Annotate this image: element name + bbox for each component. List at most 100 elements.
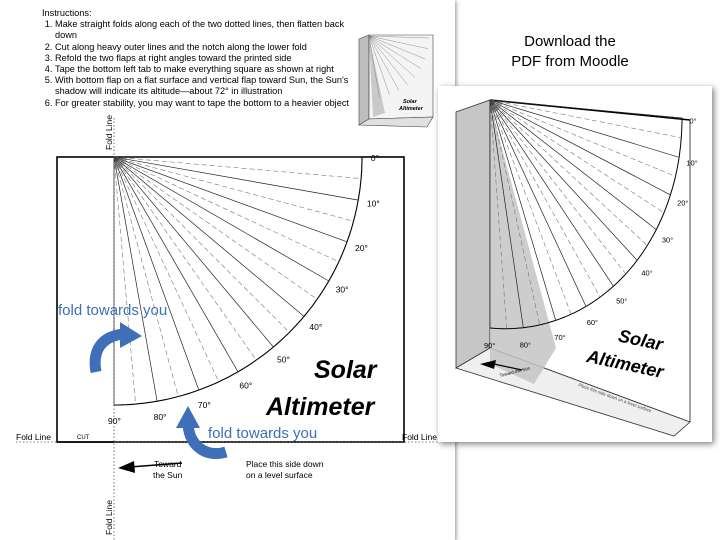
minor-ray-5 xyxy=(113,156,362,179)
minor-ray-65 xyxy=(489,99,572,315)
major-ray-30 xyxy=(489,99,657,230)
angle-label-30: 30° xyxy=(336,284,349,294)
angle-label-60: 60° xyxy=(239,381,252,391)
angle-label-80: 80° xyxy=(154,412,167,422)
title-altimeter: Altimeter xyxy=(266,393,375,421)
minor-ray-55 xyxy=(489,99,601,298)
major-ray-40 xyxy=(113,156,305,317)
minor-ray-25 xyxy=(489,99,665,213)
fold-arrow-left-head xyxy=(120,322,142,348)
major-ray-60 xyxy=(489,99,587,307)
toward-sun-line1: Toward xyxy=(153,459,182,469)
toward-sun-label: Toward the Sun xyxy=(153,459,182,481)
angle-label-90: 90° xyxy=(108,416,121,426)
thumb-ray-20 xyxy=(368,35,426,60)
thumb-base xyxy=(357,116,434,128)
template-drawing: 0° 10° 20° 30° 40° 50° 60° 70° 80° 90° xyxy=(16,118,440,540)
place-side-label: Place this side down on a level surface xyxy=(246,459,324,481)
download-note: Download the PDF from Moodle xyxy=(470,32,670,72)
fold-line-label-bottom: Fold Line xyxy=(104,500,114,535)
minor-ray-35 xyxy=(113,156,318,300)
cut-label: CUT xyxy=(77,435,90,441)
photo-angle-labels: 0° 10° 20° 30° 40° 50° 60° 70° 80° 90° xyxy=(484,116,698,350)
major-ray-80 xyxy=(489,99,524,328)
fold-line-label-left: Fold Line xyxy=(16,432,51,442)
angle-label-10: 10° xyxy=(367,199,380,209)
angle-label-50: 50° xyxy=(616,296,627,305)
major-ray-10 xyxy=(113,156,359,201)
thumb-ray-30 xyxy=(368,35,422,69)
instructions-heading: Instructions: xyxy=(42,8,92,18)
instruction-step: With bottom flap on a flat surface and v… xyxy=(55,75,362,97)
thumb-shadow xyxy=(369,37,385,117)
place-side-line1: Place this side down xyxy=(246,459,324,469)
thumb-title-line2: Altimeter xyxy=(398,106,424,112)
title-solar: Solar xyxy=(314,356,377,384)
thumb-ray-0 xyxy=(368,35,430,39)
thumb-ray-60 xyxy=(368,35,400,91)
assembled-thumbnail: Solar Altimeter xyxy=(357,34,434,128)
major-ray-0 xyxy=(489,99,683,119)
angle-label-40: 40° xyxy=(641,269,652,278)
download-line1: Download the xyxy=(524,33,616,50)
major-ray-20 xyxy=(489,99,671,196)
thumb-ray-50 xyxy=(368,35,408,85)
minor-ray-15 xyxy=(113,156,354,222)
minor-ray-85 xyxy=(113,156,136,405)
fold-arrow-bottom xyxy=(182,424,228,459)
instruction-step: For greater stability, you may want to t… xyxy=(55,98,362,109)
thumb-ray-80 xyxy=(368,35,380,98)
major-ray-50 xyxy=(113,156,274,348)
angle-label-50: 50° xyxy=(277,354,290,364)
fold-towards-you-label-1: fold towards you xyxy=(58,302,168,319)
thumb-ray-40 xyxy=(368,35,416,78)
photo-sun-arrow-head xyxy=(480,360,496,369)
minor-ray-85 xyxy=(489,99,507,329)
angle-label-20: 20° xyxy=(355,243,368,253)
angle-labels: 0° 10° 20° 30° 40° 50° 60° 70° 80° 90° xyxy=(108,153,380,426)
angle-label-30: 30° xyxy=(662,236,673,245)
minor-ray-75 xyxy=(113,156,179,397)
side-flap xyxy=(455,99,491,369)
major-ray-70 xyxy=(113,156,200,391)
angle-label-0: 0° xyxy=(371,153,379,163)
major-ray-60 xyxy=(113,156,239,372)
fold-arrow-left xyxy=(89,328,125,373)
instructions: Instructions: Make straight folds along … xyxy=(42,8,362,109)
download-line2: PDF from Moodle xyxy=(511,53,629,70)
instruction-step: Tape the bottom left tab to make everyth… xyxy=(55,64,362,75)
major-ray-30 xyxy=(113,156,329,282)
minor-ray-45 xyxy=(113,156,290,333)
major-ray-80 xyxy=(113,156,158,402)
angle-label-10: 10° xyxy=(686,158,697,167)
angle-label-40: 40° xyxy=(309,322,322,332)
instruction-step: Refold the two flaps at right angles tow… xyxy=(55,53,362,64)
minor-ray-5 xyxy=(489,99,682,139)
angle-label-0: 0° xyxy=(689,116,696,125)
angle-label-70: 70° xyxy=(198,400,211,410)
photo-sun-arrow-shaft xyxy=(493,363,523,371)
toward-sun-arrow-head xyxy=(118,461,135,473)
major-ray-20 xyxy=(113,156,348,243)
template-sheet: Instructions: Make straight folds along … xyxy=(0,0,455,540)
fold-towards-you-label-2: fold towards you xyxy=(208,425,318,442)
fold-line-label-right: Fold Line xyxy=(402,432,437,442)
minor-ray-15 xyxy=(489,99,676,177)
major-ray-10 xyxy=(489,99,680,158)
angle-label-90: 90° xyxy=(484,341,495,350)
assembled-photo: 0° 10° 20° 30° 40° 50° 60° 70° 80° 90° Toward the… xyxy=(438,86,712,442)
minor-ray-25 xyxy=(113,156,339,263)
major-ray-50 xyxy=(489,99,614,287)
instruction-step: Cut along heavy outer lines and the notc… xyxy=(55,42,362,53)
thumb-ray-10 xyxy=(368,35,429,49)
fold-arrow-bottom-head xyxy=(176,406,200,428)
toward-sun-line2: the Sun xyxy=(153,470,183,480)
minor-ray-75 xyxy=(489,99,540,325)
angle-label-60: 60° xyxy=(587,318,598,327)
minor-ray-55 xyxy=(113,156,257,361)
major-ray-70 xyxy=(489,99,557,321)
toward-sun-arrow-shaft xyxy=(129,462,183,468)
photo-angle-rays xyxy=(489,99,683,329)
angle-label-80: 80° xyxy=(520,341,531,350)
angle-label-20: 20° xyxy=(677,199,688,208)
